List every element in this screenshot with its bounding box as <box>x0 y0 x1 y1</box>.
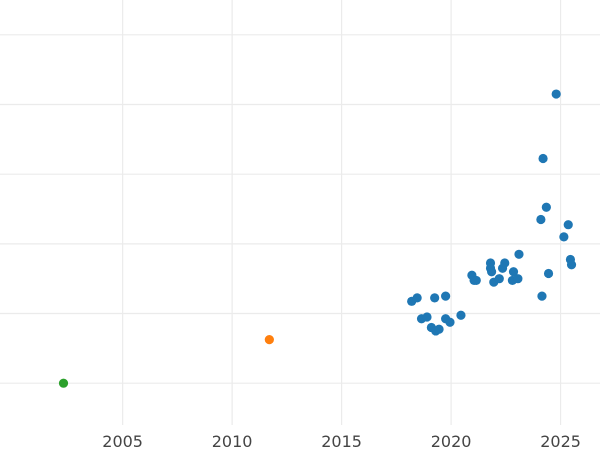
data-points <box>58 89 577 388</box>
x-tick-label: 2020 <box>431 432 472 450</box>
data-point <box>494 274 504 284</box>
data-point <box>508 267 519 277</box>
x-tick-labels: 2005 2010 2015 2020 2025 <box>102 432 581 450</box>
x-tick-label: 2010 <box>212 432 253 450</box>
data-point <box>434 324 444 334</box>
data-point <box>538 153 548 164</box>
data-point <box>513 274 523 284</box>
data-point <box>430 293 440 303</box>
data-point <box>543 268 554 279</box>
data-point <box>264 335 274 345</box>
data-point <box>536 214 546 225</box>
data-point <box>445 317 455 327</box>
x-tick-label: 2015 <box>321 432 362 450</box>
data-point <box>566 260 577 270</box>
x-tick-label: 2005 <box>102 432 143 450</box>
data-point <box>551 89 561 99</box>
data-point <box>487 267 497 277</box>
data-point <box>514 249 524 259</box>
data-point <box>441 291 451 301</box>
data-point <box>412 293 422 303</box>
data-point <box>559 232 569 242</box>
data-point <box>537 291 547 301</box>
x-gridlines <box>122 0 562 425</box>
data-point <box>541 202 551 212</box>
data-point <box>456 310 466 320</box>
y-gridlines <box>0 34 600 384</box>
data-point <box>471 275 481 286</box>
x-tick-label: 2025 <box>540 432 581 450</box>
data-point <box>58 378 69 388</box>
data-point <box>422 312 432 322</box>
data-point <box>563 220 573 230</box>
data-point <box>500 258 510 268</box>
